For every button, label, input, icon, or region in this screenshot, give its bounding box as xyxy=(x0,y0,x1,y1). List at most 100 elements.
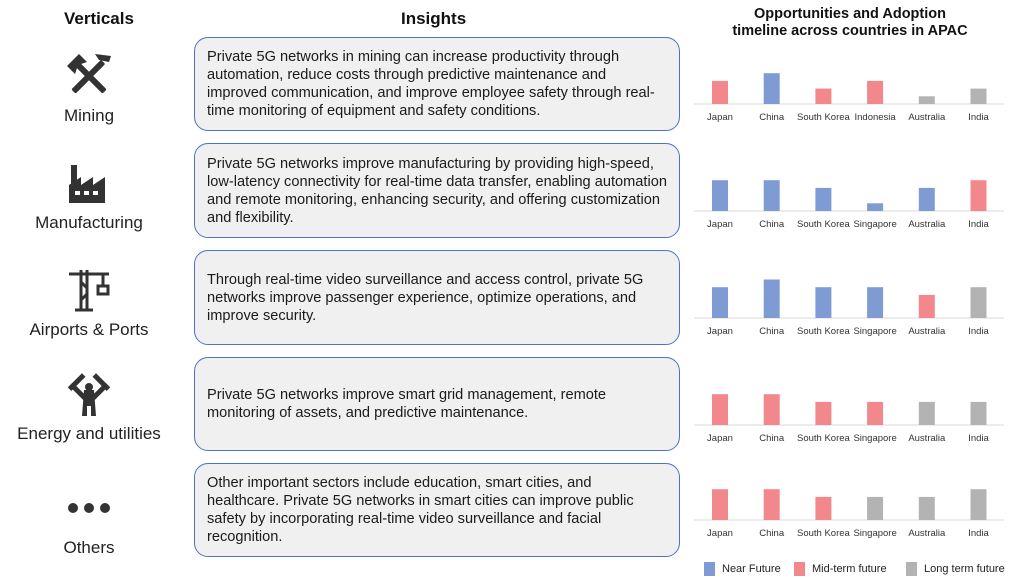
chart-mining: Japan China South Korea Indonesia Australia I… xyxy=(694,62,1004,130)
bar-japan xyxy=(712,80,728,104)
bar-australia xyxy=(918,496,935,520)
bar-japan xyxy=(712,180,728,211)
legend-label: Mid-term future xyxy=(812,563,887,575)
mining-tools-icon xyxy=(67,54,111,94)
x-tick-label: Australia xyxy=(908,112,946,123)
insight-box-energy-utilities: Private 5G networks improve smart grid m… xyxy=(194,357,680,451)
bar-china xyxy=(763,489,780,520)
insight-box-manufacturing: Private 5G networks improve manufacturin… xyxy=(194,143,680,238)
insight-box-airports-ports: Through real-time video surveillance and… xyxy=(194,250,680,345)
vertical-energy-utilities: Energy and utilities xyxy=(0,370,178,444)
x-tick-label: South Korea xyxy=(797,112,851,123)
bar-indonesia xyxy=(867,80,884,104)
chart-legend: Near Future Mid-term future Long term fu… xyxy=(704,562,1014,580)
x-tick-label: Japan xyxy=(707,528,733,539)
bar-india xyxy=(970,401,987,425)
vertical-label: Airports & Ports xyxy=(29,320,149,339)
insight-text: Private 5G networks improve smart grid m… xyxy=(207,387,607,421)
bar-india xyxy=(970,287,987,318)
crane-icon xyxy=(69,270,110,312)
x-tick-label: Australia xyxy=(908,326,946,337)
ellipsis-icon xyxy=(68,503,110,513)
bar-south-korea xyxy=(815,401,832,425)
bar-south-korea xyxy=(815,88,832,104)
bar-chart-svg: Japan China South Korea Singapore Australia I… xyxy=(694,279,1004,337)
chart-energy-utilities: Japan China South Korea Singapore Australia I… xyxy=(694,383,1004,451)
vertical-others: Others xyxy=(0,484,178,558)
vertical-label: Manufacturing xyxy=(35,213,143,232)
vertical-mining: Mining xyxy=(0,52,178,126)
x-tick-label: China xyxy=(759,433,785,444)
x-tick-label: India xyxy=(968,219,989,230)
vertical-airports-ports: Airports & Ports xyxy=(0,266,178,340)
bar-china xyxy=(763,279,780,318)
bar-singapore xyxy=(867,496,884,520)
legend-swatch-near xyxy=(704,562,715,576)
bar-india xyxy=(970,88,987,104)
bar-china xyxy=(763,180,780,211)
insight-text: Other important sectors include educatio… xyxy=(207,475,634,545)
bar-chart-svg: Japan China South Korea Singapore Australia I… xyxy=(694,394,1004,444)
chart-airports-ports: Japan China South Korea Singapore Australia I… xyxy=(694,276,1004,344)
chart-manufacturing: Japan China South Korea Singapore Australia I… xyxy=(694,169,1004,237)
insight-text: Through real-time video surveillance and… xyxy=(207,271,644,324)
x-tick-label: China xyxy=(759,112,785,123)
legend-item-near: Near Future xyxy=(704,562,781,576)
bar-south-korea xyxy=(815,287,832,318)
windmill-icon xyxy=(67,373,111,416)
x-tick-label: Singapore xyxy=(853,433,896,444)
x-tick-label: China xyxy=(759,219,785,230)
bar-china xyxy=(763,73,780,104)
x-tick-label: Australia xyxy=(908,433,946,444)
x-tick-label: South Korea xyxy=(797,433,851,444)
x-tick-label: Australia xyxy=(908,219,946,230)
bar-singapore xyxy=(867,287,884,318)
legend-label: Near Future xyxy=(722,563,781,575)
legend-label: Long term future xyxy=(924,563,1005,575)
x-tick-label: India xyxy=(968,112,989,123)
x-tick-label: India xyxy=(968,433,989,444)
x-tick-label: Singapore xyxy=(853,326,896,337)
bar-australia xyxy=(918,96,935,104)
bar-chart-svg: Japan China South Korea Indonesia Australia I… xyxy=(694,73,1004,123)
bar-south-korea xyxy=(815,187,832,211)
bar-south-korea xyxy=(815,496,832,520)
legend-swatch-mid xyxy=(794,562,805,576)
x-tick-label: India xyxy=(968,528,989,539)
x-tick-label: Indonesia xyxy=(854,112,896,123)
bar-chart-svg: Japan China South Korea Singapore Australia I… xyxy=(694,489,1004,539)
bar-japan xyxy=(712,489,728,520)
insight-box-others: Other important sectors include educatio… xyxy=(194,463,680,557)
vertical-label: Mining xyxy=(63,106,115,125)
bar-australia xyxy=(918,294,935,318)
insights-header: Insights xyxy=(401,9,467,28)
insight-text: Private 5G networks improve manufacturin… xyxy=(207,155,667,226)
chart-title: Opportunities and Adoption timeline acro… xyxy=(700,6,1000,40)
chart-title-line-1: Opportunities and Adoption xyxy=(754,6,946,22)
insight-text: Private 5G networks in mining can increa… xyxy=(207,49,655,119)
bar-china xyxy=(763,394,780,425)
bar-australia xyxy=(918,401,935,425)
x-tick-label: China xyxy=(759,528,785,539)
x-tick-label: Singapore xyxy=(853,219,896,230)
chart-title-line-2: timeline across countries in APAC xyxy=(732,23,968,39)
bar-singapore xyxy=(867,401,884,425)
x-tick-label: South Korea xyxy=(797,326,851,337)
x-tick-label: South Korea xyxy=(797,219,851,230)
x-tick-label: Japan xyxy=(707,112,733,123)
x-tick-label: China xyxy=(759,326,785,337)
factory-icon xyxy=(69,165,105,203)
x-tick-label: Singapore xyxy=(853,528,896,539)
vertical-manufacturing: Manufacturing xyxy=(0,159,178,233)
chart-others: Japan China South Korea Singapore Australia I… xyxy=(694,478,1004,546)
bar-singapore xyxy=(867,203,884,211)
bar-australia xyxy=(918,187,935,211)
legend-swatch-long xyxy=(906,562,917,576)
bar-india xyxy=(970,180,987,211)
bar-japan xyxy=(712,394,728,425)
x-tick-label: Australia xyxy=(908,528,946,539)
bar-japan xyxy=(712,287,728,318)
vertical-label: Others xyxy=(63,538,115,557)
x-tick-label: South Korea xyxy=(797,528,851,539)
x-tick-label: India xyxy=(968,326,989,337)
